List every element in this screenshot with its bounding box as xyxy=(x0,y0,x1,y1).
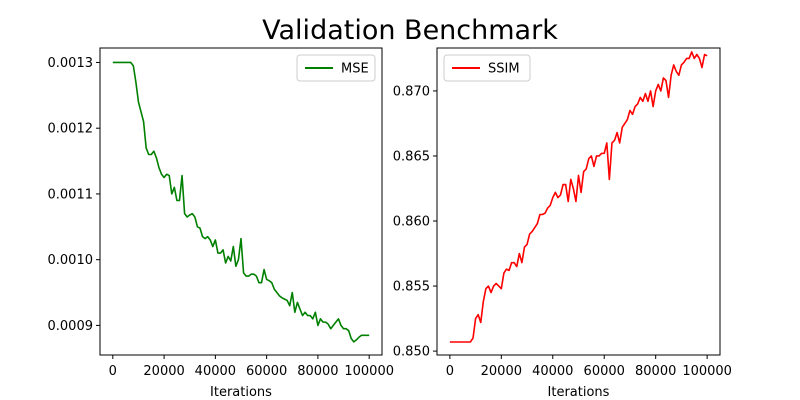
axes-frame xyxy=(436,47,721,356)
x-tick-label: 0 xyxy=(446,364,454,379)
y-tick-label: 0.0013 xyxy=(48,56,94,71)
x-tick-label: 40000 xyxy=(532,364,573,379)
x-tick-label: 100000 xyxy=(344,364,394,379)
legend: SSIM xyxy=(443,54,531,82)
y-tick-label: 0.860 xyxy=(393,215,430,230)
x-tick-label: 80000 xyxy=(297,364,338,379)
chart-suptitle: Validation Benchmark xyxy=(262,15,558,46)
x-tick-label: 60000 xyxy=(246,364,287,379)
legend: MSE xyxy=(296,54,376,82)
y-tick-label: 0.0011 xyxy=(48,187,94,202)
legend-label: MSE xyxy=(341,62,369,77)
legend-label: SSIM xyxy=(488,62,520,77)
x-tick-label: 20000 xyxy=(143,364,184,379)
x-axis-label: Iterations xyxy=(548,385,610,400)
x-tick-label: 20000 xyxy=(481,364,522,379)
x-tick-label: 80000 xyxy=(635,364,676,379)
ssim-panel: 0 20000 40000 60000 80000 100000 0.850 0.855 0.8… xyxy=(393,47,732,400)
y-tick-label: 0.865 xyxy=(393,149,430,164)
series-line-mse xyxy=(112,61,370,343)
legend-box xyxy=(296,54,376,82)
x-axis-label: Iterations xyxy=(210,385,272,400)
x-tick-label: 60000 xyxy=(584,364,625,379)
x-tick-label: 100000 xyxy=(682,364,732,379)
y-tick-label: 0.0009 xyxy=(48,319,94,334)
series-line-ssim xyxy=(449,51,708,343)
mse-panel: 0 20000 40000 60000 80000 100000 0.0009 0.0010 0… xyxy=(48,47,394,400)
y-tick-label: 0.855 xyxy=(393,280,430,295)
y-tick-label: 0.870 xyxy=(393,84,430,99)
y-tick-label: 0.0010 xyxy=(48,253,94,268)
legend-box xyxy=(443,54,531,82)
y-tick-label: 0.850 xyxy=(393,345,430,360)
y-tick-label: 0.0012 xyxy=(48,122,94,137)
axes-frame xyxy=(99,47,383,356)
x-tick-label: 0 xyxy=(109,364,117,379)
x-tick-label: 40000 xyxy=(195,364,236,379)
